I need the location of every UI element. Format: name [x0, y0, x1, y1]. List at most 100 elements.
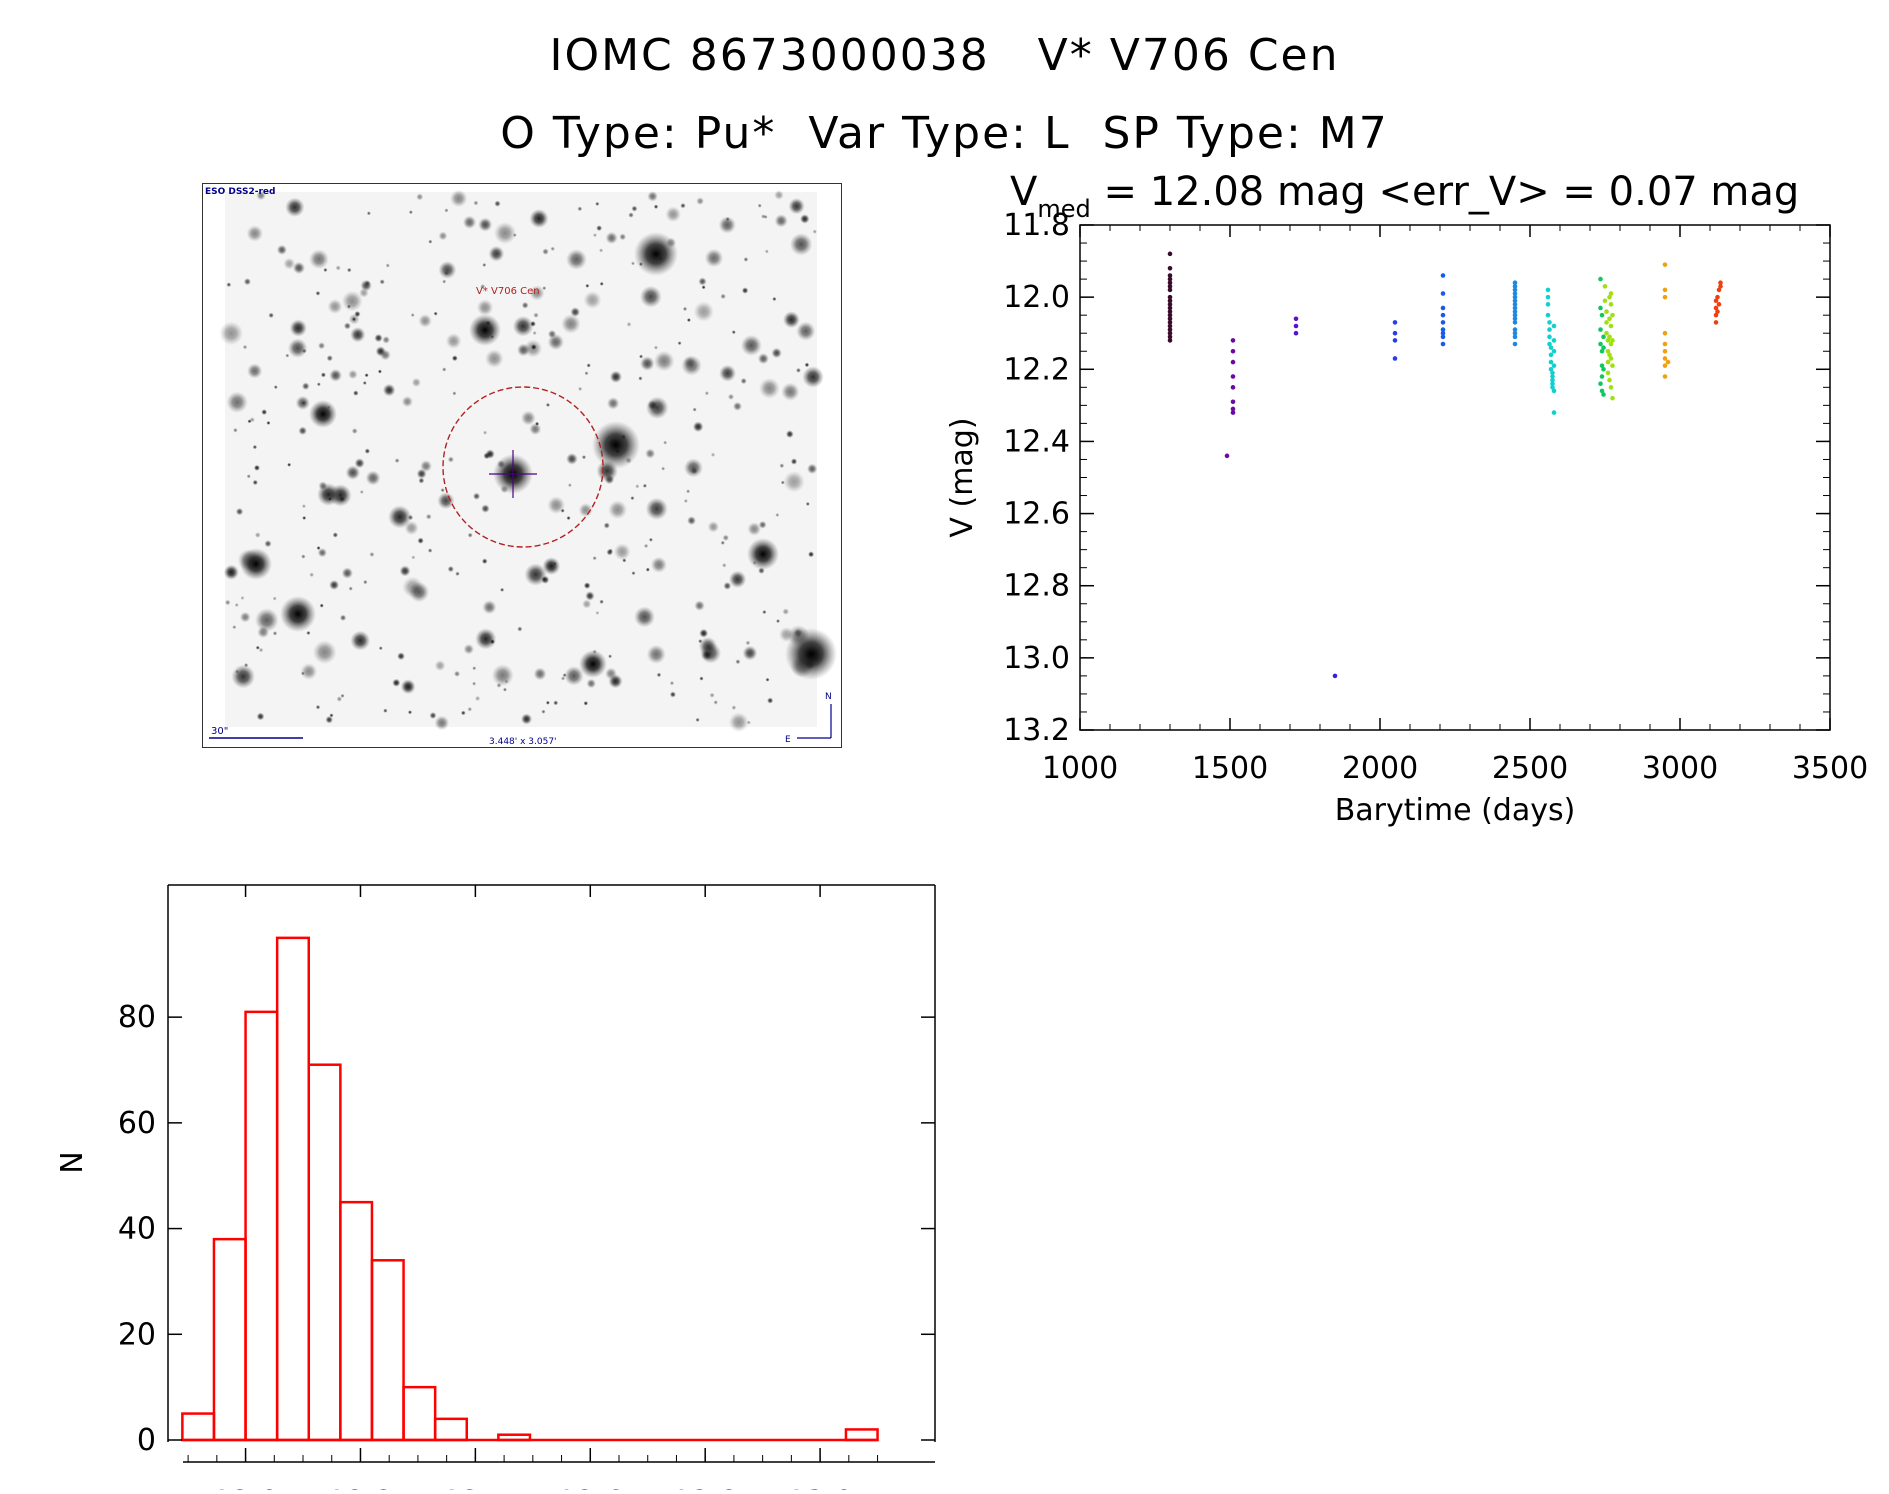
star	[332, 532, 339, 538]
star	[529, 209, 549, 229]
star	[740, 334, 762, 356]
star	[799, 214, 810, 224]
star	[699, 628, 709, 638]
data-point-season7	[1512, 327, 1518, 332]
star	[315, 704, 321, 710]
data-point-season6	[1440, 320, 1446, 325]
data-point-season1	[1167, 312, 1173, 318]
data-point-season1	[1167, 323, 1173, 329]
star	[323, 267, 328, 273]
star	[653, 204, 659, 209]
star	[402, 576, 424, 598]
star	[460, 710, 466, 716]
histogram-bar	[244, 1010, 279, 1442]
star	[338, 495, 346, 503]
data-point-season7	[1512, 316, 1518, 322]
x-tick-label: 12.2	[327, 1485, 394, 1490]
data-point-season6	[1440, 273, 1446, 278]
star	[341, 567, 354, 579]
star	[382, 383, 396, 397]
star	[645, 567, 650, 572]
star	[315, 290, 321, 296]
data-point-season1	[1167, 280, 1173, 286]
star	[782, 608, 790, 615]
star	[300, 663, 318, 680]
x-tick-label: 12.6	[557, 1485, 624, 1490]
data-point-season8	[1550, 374, 1555, 379]
star	[467, 532, 473, 538]
star	[599, 599, 604, 605]
star	[782, 311, 800, 329]
y-tick-label: 60	[118, 1106, 156, 1141]
star	[665, 206, 682, 223]
star	[268, 312, 274, 319]
x-tick-label: 12.4	[442, 1485, 509, 1490]
star	[757, 203, 762, 208]
star	[482, 430, 488, 435]
star	[692, 421, 704, 433]
star	[512, 233, 517, 238]
star	[482, 600, 497, 615]
star	[308, 249, 329, 270]
star	[567, 483, 572, 488]
data-point-season7	[1512, 280, 1518, 286]
data-point-season8	[1550, 370, 1555, 376]
star	[683, 498, 688, 503]
star	[585, 591, 595, 601]
star	[727, 393, 735, 400]
star	[732, 401, 743, 411]
star	[362, 380, 367, 385]
star	[410, 313, 415, 318]
star	[566, 453, 578, 465]
data-point-season8	[1551, 323, 1557, 329]
star	[504, 679, 509, 684]
data-point-season9	[1598, 341, 1603, 347]
star	[669, 691, 676, 698]
star	[335, 265, 341, 271]
star	[226, 391, 248, 413]
data-point-season10	[1608, 356, 1614, 361]
data-point-season11	[1662, 363, 1668, 368]
title-subscript: med	[1037, 195, 1090, 223]
star	[720, 293, 726, 300]
star	[369, 551, 375, 557]
fov-label: 3.448' x 3.057'	[489, 737, 557, 747]
y-tick-label: 12.6	[1003, 497, 1070, 532]
data-point-season8	[1550, 377, 1555, 383]
star	[475, 628, 497, 650]
star	[599, 248, 604, 253]
finder-chart-image: ESO DSS2-red V* V706 Cen 30" 3.448' x 3.057…	[202, 183, 842, 748]
y-tick-label: 40	[118, 1212, 156, 1247]
target-label: V* V706 Cen	[476, 286, 540, 297]
data-point-season7	[1512, 284, 1518, 289]
data-point-season6	[1440, 334, 1446, 340]
star	[529, 285, 545, 301]
data-point-season11	[1662, 287, 1668, 293]
star	[494, 200, 501, 207]
star	[582, 599, 592, 609]
star	[256, 190, 266, 201]
data-point-season10	[1610, 363, 1615, 368]
histogram-bar	[307, 1063, 342, 1442]
data-point-season11	[1662, 348, 1668, 354]
data-point-season10	[1605, 338, 1611, 343]
data-point-season8	[1545, 302, 1551, 307]
histogram-bar	[212, 1237, 247, 1442]
data-point-season10	[1604, 309, 1609, 314]
data-point-season1	[1167, 276, 1173, 282]
star	[783, 470, 805, 493]
star	[806, 463, 818, 475]
star	[547, 496, 566, 515]
y-tick-label: 13.0	[1003, 641, 1070, 676]
star	[780, 480, 785, 485]
star	[561, 314, 581, 334]
star	[763, 214, 768, 219]
star	[272, 631, 278, 636]
star	[327, 496, 332, 501]
star	[481, 558, 488, 565]
star	[252, 479, 258, 486]
star	[438, 231, 448, 241]
star	[781, 382, 800, 401]
data-point-season10	[1604, 330, 1609, 336]
star	[692, 407, 697, 412]
